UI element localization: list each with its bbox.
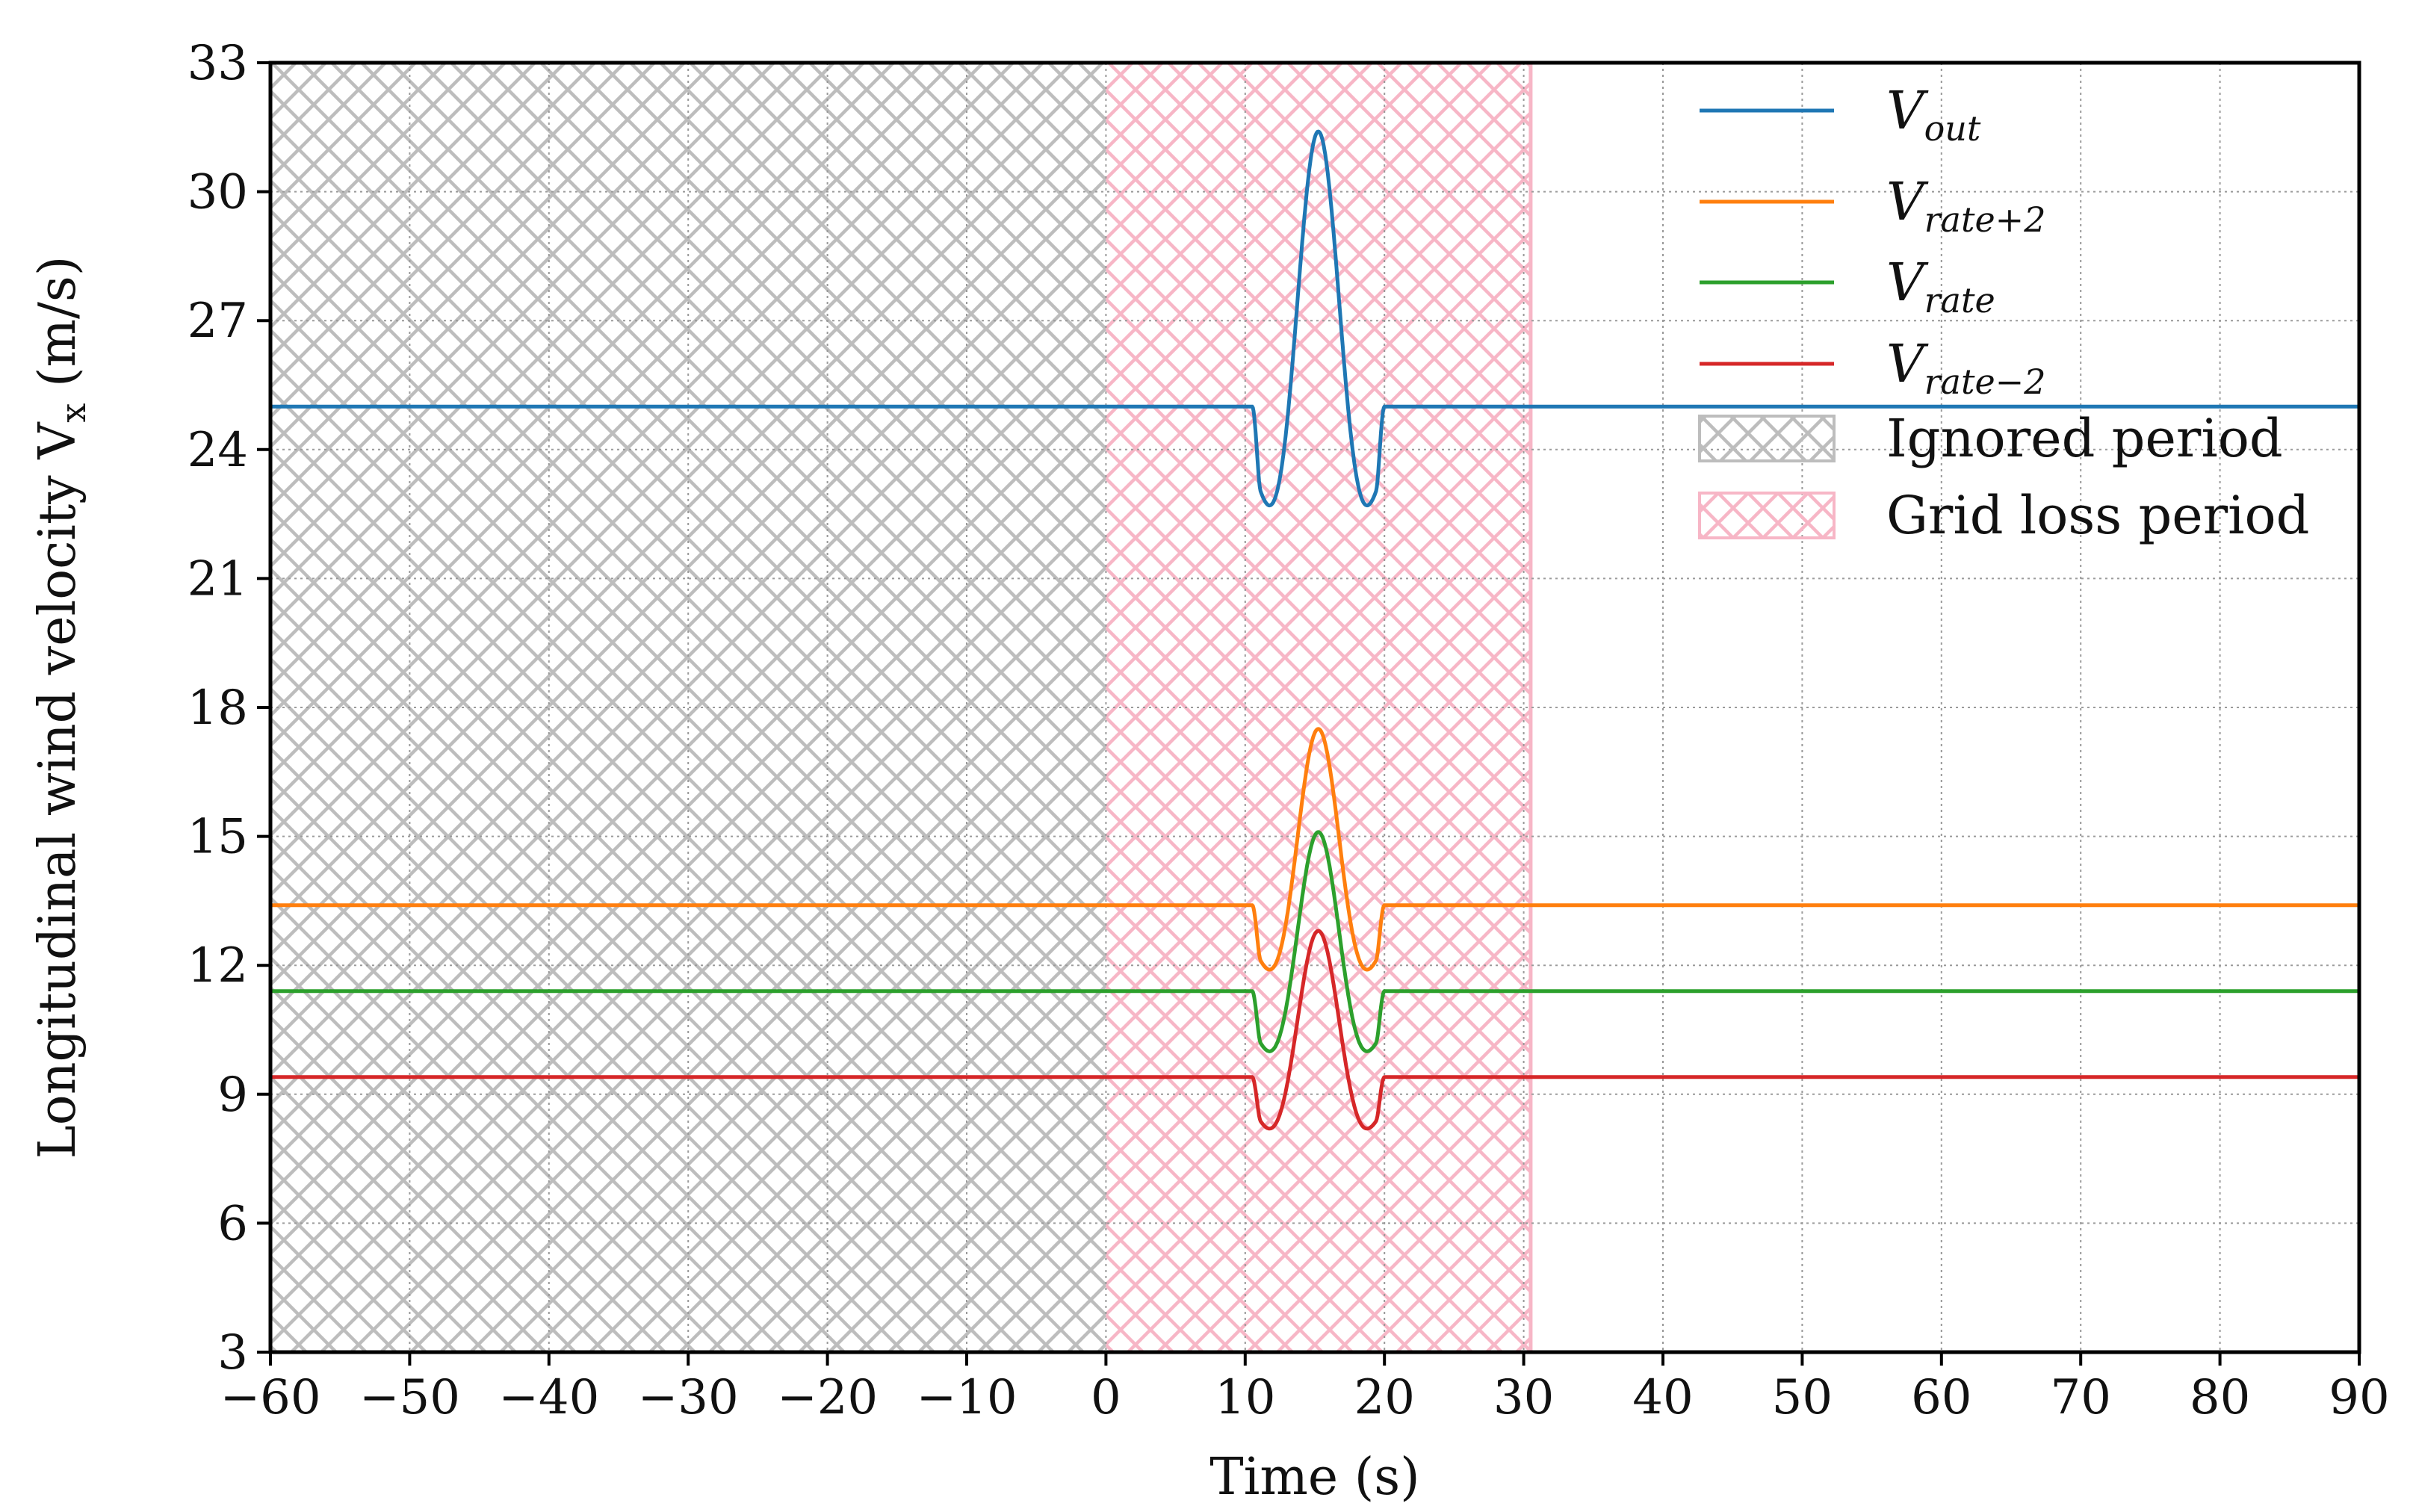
y-tick-label: 12 [188, 938, 248, 994]
x-tick-label: −20 [777, 1370, 878, 1425]
x-tick-label: 20 [1354, 1370, 1414, 1425]
x-tick-label: 70 [2050, 1370, 2110, 1425]
x-tick-label: 0 [1091, 1370, 1121, 1425]
x-tick-label: −30 [638, 1370, 739, 1425]
x-tick-label: −40 [498, 1370, 599, 1425]
x-axis-ticks: −60 −50 −40 −30 −20 −10 0 10 20 30 40 50 60 70 80 90 [220, 1352, 2390, 1425]
grid-lines [270, 63, 2359, 1352]
series-line-out [270, 129, 2359, 508]
y-axis-title-unit: (m/s) [28, 256, 87, 403]
y-tick-label: 6 [217, 1196, 248, 1251]
legend-label: Vrate+2 [1886, 171, 2046, 240]
series-line-rate2 [270, 727, 2359, 972]
y-tick-label: 3 [217, 1325, 248, 1381]
x-tick-label: 60 [1911, 1370, 1971, 1425]
y-axis-title-sub: x [53, 403, 93, 423]
x-tick-label: −50 [359, 1370, 460, 1425]
y-tick-label: 33 [188, 36, 248, 91]
x-tick-label: 90 [2329, 1370, 2389, 1425]
y-tick-label: 27 [188, 294, 248, 349]
x-tick-label: 80 [2190, 1370, 2250, 1425]
y-tick-label: 18 [188, 681, 248, 736]
x-tick-label: 40 [1632, 1370, 1693, 1425]
series-line-rate [270, 830, 2359, 1053]
x-tick-label: 30 [1493, 1370, 1554, 1425]
x-tick-label: −60 [220, 1370, 320, 1425]
y-axis-title-main: Longitudinal wind velocity V [28, 421, 87, 1159]
legend-label: Vout [1886, 80, 1981, 149]
x-axis-title: Time (s) [1209, 1448, 1419, 1507]
y-tick-label: 15 [188, 810, 248, 865]
y-axis-ticks: 3 6 9 12 15 18 21 24 27 30 33 [188, 36, 270, 1381]
x-tick-label: −10 [916, 1370, 1017, 1425]
legend-label: Ignored period [1886, 408, 2283, 469]
series-line-rate2 [270, 929, 2359, 1131]
x-tick-label: 50 [1772, 1370, 1833, 1425]
legend-swatch-region [1698, 415, 1836, 462]
y-tick-label: 21 [188, 551, 248, 607]
x-tick-label: 10 [1215, 1370, 1275, 1425]
legend-label: Grid loss period [1886, 485, 2310, 546]
legend-swatch-region [1698, 492, 1836, 539]
y-tick-label: 24 [188, 423, 248, 478]
y-tick-label: 9 [217, 1068, 248, 1123]
legend-label: Vrate−2 [1886, 333, 2046, 402]
legend-label: Vrate [1886, 252, 1995, 320]
y-axis-title: Longitudinal wind velocity Vx (m/s) [28, 256, 93, 1159]
y-tick-label: 30 [188, 165, 248, 220]
data-lines [270, 129, 2359, 1131]
